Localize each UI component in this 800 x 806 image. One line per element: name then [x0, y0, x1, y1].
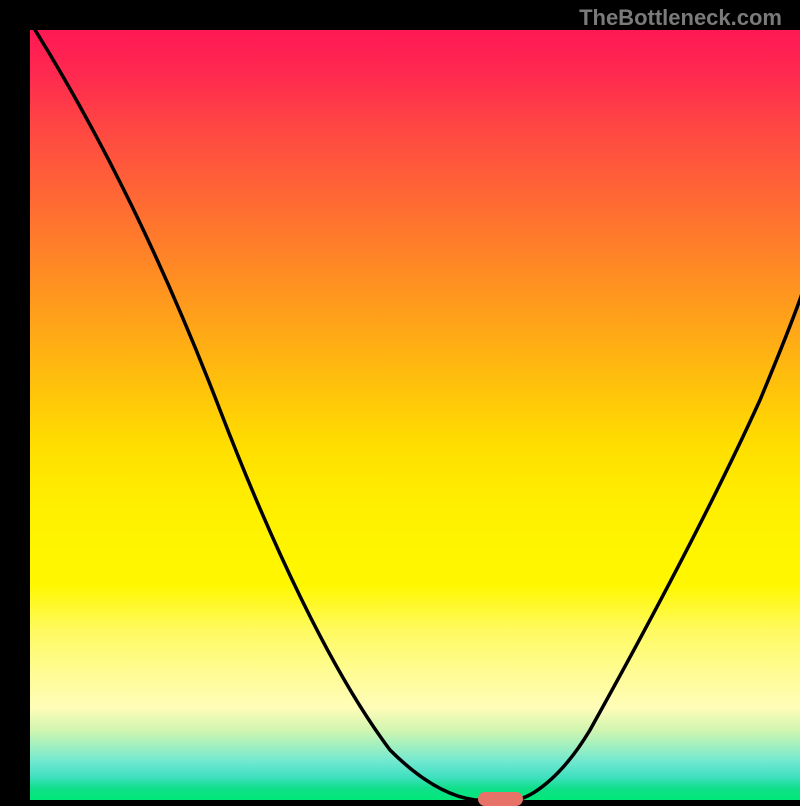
bottleneck-chart: [30, 30, 800, 800]
bottleneck-curve: [32, 30, 800, 800]
optimal-marker: [478, 792, 523, 806]
watermark-text: TheBottleneck.com: [579, 5, 782, 31]
curve-overlay: [30, 30, 800, 800]
